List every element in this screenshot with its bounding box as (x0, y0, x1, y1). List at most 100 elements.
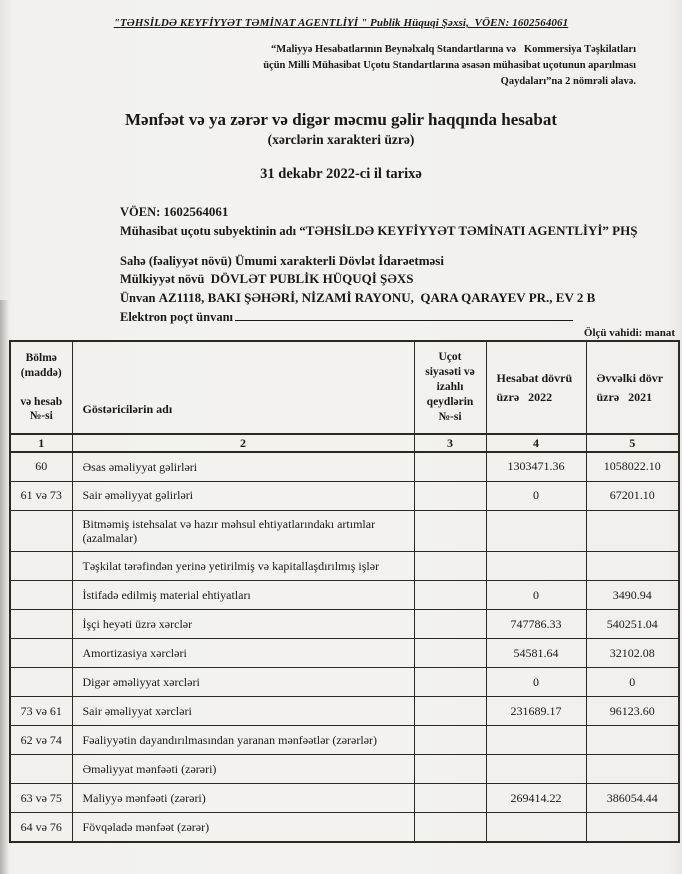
subject-name: “TƏHSİLDƏ KEYFİYYƏT TƏMİNATI AGENTLİYİ” … (299, 222, 638, 238)
column-header-section-bottom: və hesab №-si (20, 395, 63, 423)
table-header-row: Bölmə (maddə) və hesab №-si Göstəricilər… (9, 340, 680, 435)
cell-note (413, 451, 487, 482)
cell-code: 60 (9, 451, 73, 482)
column-header-notes: Uçot siyasəti və izahlı qeydlərin №-si (413, 340, 487, 435)
cell-current (485, 551, 587, 582)
table-row: 62 və 74 Fəaliyyətin dayandırılmasından … (9, 725, 680, 756)
table-row: Digər əməliyyat xərcləri 0 0 (9, 667, 680, 698)
voen-value: 1602564061 (163, 204, 229, 220)
cell-previous: 0 (585, 667, 680, 698)
column-index-2: 2 (71, 433, 415, 453)
column-index-4: 4 (485, 433, 587, 453)
cell-code: 73 və 61 (9, 696, 73, 727)
cell-note (413, 638, 487, 669)
cell-previous: 540251.04 (585, 609, 680, 640)
cell-current (485, 812, 587, 843)
table-row: 63 və 75 Maliyyə mənfəəti (zərəri) 26941… (9, 783, 680, 814)
cell-indicator: Fövqəladə mənfəət (zərər) (71, 812, 415, 843)
org-header-line: "TƏHSİLDƏ KEYFİYYƏT TƏMİNAT AGENTLİYİ " … (113, 17, 569, 29)
cell-note (413, 754, 487, 785)
cell-indicator: İşçi heyəti üzrə xərclər (71, 609, 415, 640)
ownership-label: Mülkiyyət növü (120, 272, 205, 287)
cell-indicator: Təşkilat tərəfindən yerinə yetirilmiş və… (71, 551, 415, 582)
cell-code (9, 638, 73, 669)
cell-indicator: Maliyyə mənfəəti (zərəri) (71, 783, 415, 814)
cell-current (485, 754, 587, 785)
entity-info-block: VÖEN: 1602564061 Mühasibat uçotu subyekt… (120, 204, 682, 326)
cell-previous (585, 754, 680, 785)
column-header-indicator: Göstəricilərin adı (71, 340, 415, 435)
cell-note (413, 580, 487, 611)
previous-period-line1: Əvvəlki dövr (596, 370, 664, 385)
ownership-line: Mülkiyyət növü DÖVLƏT PUBLİK HÜQUQİ ŞƏXS (120, 271, 682, 288)
cell-indicator: İstifadə edilmiş material ehtiyatları (71, 580, 415, 611)
sector-value: Ümumi xarakterli Dövlət İdarəetməsi (234, 252, 444, 268)
cell-indicator: Əsas əməliyyat gəlirləri (71, 451, 415, 482)
column-header-section: Bölmə (maddə) və hesab №-si (9, 340, 73, 435)
column-header-previous-period: Əvvəlki dövr üzrə 2021 (585, 340, 680, 435)
address-value: AZ1118, BAKI ŞƏHƏRİ, NİZAMİ RAYONU, QARA… (158, 289, 596, 305)
regulation-note: “Maliyyə Hesabatlarının Beynəlxalq Stand… (0, 42, 682, 89)
current-period-line1: Hesabat dövrü (496, 370, 573, 385)
cell-previous: 67201.10 (585, 480, 680, 511)
report-date: 31 dekabr 2022-ci il tarixə (260, 166, 422, 183)
cell-note (413, 725, 487, 756)
cell-previous: 3490.94 (585, 580, 680, 611)
cell-code: 61 və 73 (9, 480, 73, 511)
table-row: Əməliyyat mənfəəti (zərəri) (9, 754, 680, 785)
cell-previous: 1058022.10 (585, 451, 680, 482)
table-row: 60 Əsas əməliyyat gəlirləri 1303471.36 1… (9, 451, 680, 482)
cell-current: 0 (485, 580, 587, 611)
cell-note (413, 480, 487, 511)
table-row: 61 və 73 Sair əməliyyat gəlirləri 0 6720… (9, 480, 680, 511)
cell-current (485, 725, 587, 756)
cell-current: 231689.17 (485, 696, 587, 727)
cell-code: 64 və 76 (9, 812, 73, 843)
page-subtitle: (xərclərin xarakteri üzrə) (267, 132, 415, 148)
regulation-line-2: üçün Milli Mühasibat Uçotu Standartların… (263, 59, 636, 71)
cell-current (485, 509, 587, 553)
cell-note (413, 551, 487, 582)
current-period-line2: üzrə 2022 (496, 389, 553, 404)
email-blank-field (235, 308, 573, 322)
column-index-row: 1 2 3 4 5 (9, 433, 680, 453)
page-title: Mənfəət və ya zərər və digər məcmu gəlir… (124, 110, 557, 130)
cell-code (9, 754, 73, 785)
cell-previous: 96123.60 (585, 696, 680, 727)
cell-previous: 386054.44 (585, 783, 680, 814)
report-table: Bölmə (maddə) və hesab №-si Göstəricilər… (9, 340, 680, 843)
cell-code (9, 667, 73, 698)
table-row: 73 və 61 Sair əməliyyat xərcləri 231689.… (9, 696, 680, 727)
column-header-section-top: Bölmə (maddə) (20, 351, 62, 379)
cell-indicator: Sair əməliyyat gəlirləri (71, 480, 415, 511)
email-label: Elektron poçt ünvanı (120, 310, 233, 325)
cell-indicator: Fəaliyyətin dayandırılmasından yaranan m… (71, 725, 415, 756)
cell-current: 1303471.36 (485, 451, 587, 482)
email-line: Elektron poçt ünvanı (120, 308, 682, 326)
table-row: Amortizasiya xərcləri 54581.64 32102.08 (9, 638, 680, 669)
ownership-value: DÖVLƏT PUBLİK HÜQUQİ ŞƏXS (210, 271, 414, 287)
scan-edge-shadow (0, 300, 9, 874)
cell-code: 63 və 75 (9, 783, 73, 814)
cell-current: 54581.64 (485, 638, 587, 669)
cell-indicator: Bitməmiş istehsalat və hazır məhsul ehti… (71, 509, 415, 553)
cell-current: 0 (485, 480, 587, 511)
cell-code: 62 və 74 (9, 725, 73, 756)
unit-note: Ölçü vahidi: manat (583, 327, 675, 339)
cell-current: 0 (485, 667, 587, 698)
cell-code (9, 580, 73, 611)
cell-previous (585, 725, 680, 756)
cell-note (413, 696, 487, 727)
regulation-line-3: Qaydaları”na 2 nömrəli əlavə. (500, 75, 636, 87)
column-index-5: 5 (585, 433, 680, 453)
cell-indicator: Amortizasiya xərcləri (71, 638, 415, 669)
previous-period-line2: üzrə 2021 (596, 389, 653, 404)
cell-note (413, 509, 487, 553)
cell-previous: 32102.08 (585, 638, 680, 669)
cell-previous (585, 509, 680, 553)
voen-label: VÖEN: (120, 205, 161, 220)
cell-indicator: Sair əməliyyat xərcləri (71, 696, 415, 727)
report-table-body: 60 Əsas əməliyyat gəlirləri 1303471.36 1… (9, 451, 680, 843)
voen-line: VÖEN: 1602564061 (120, 204, 682, 221)
